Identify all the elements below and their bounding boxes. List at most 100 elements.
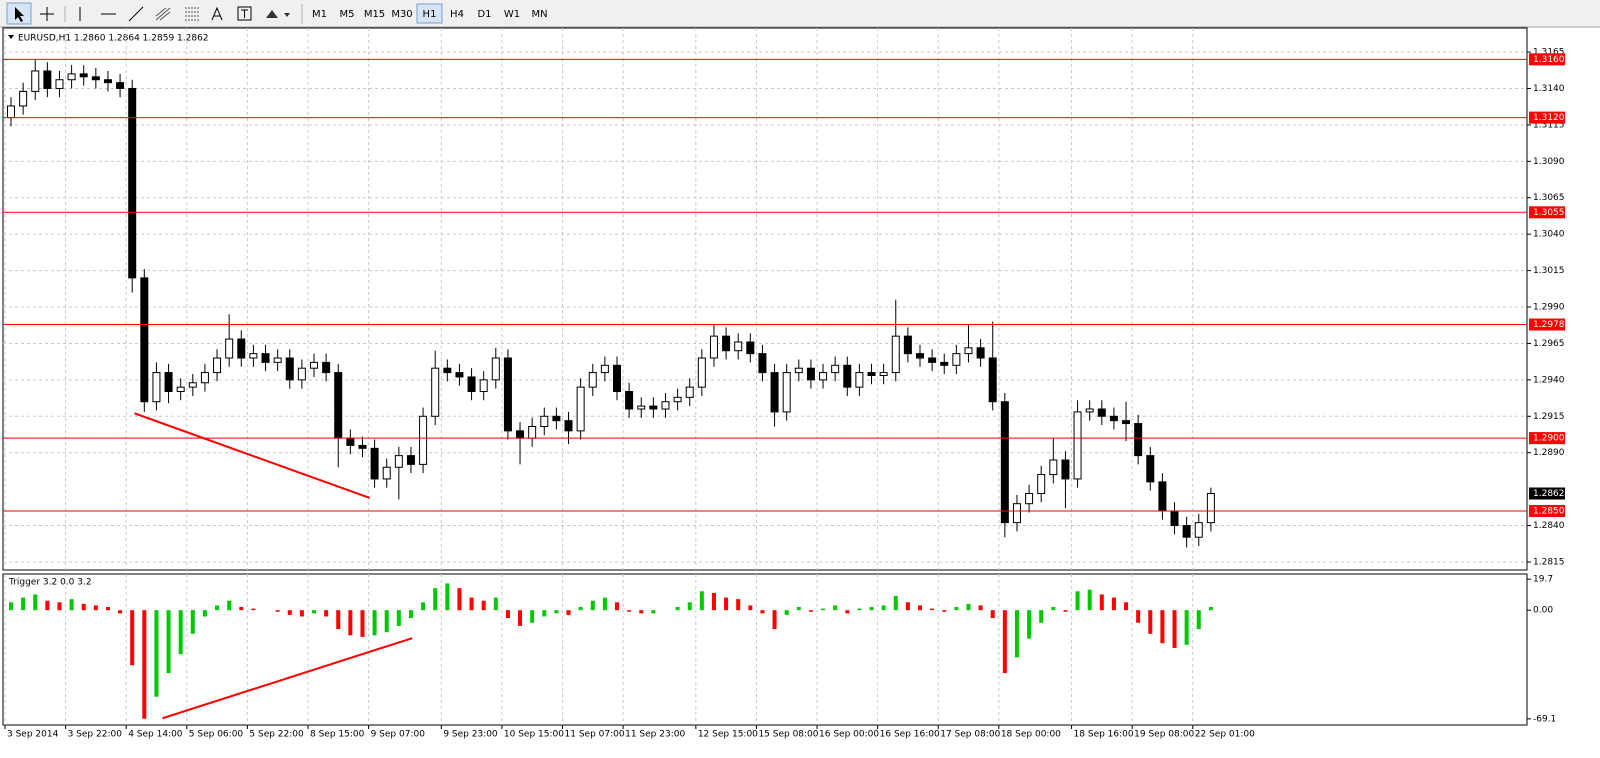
timeframe-button[interactable]: [416, 3, 443, 24]
histogram-bar: [978, 605, 983, 611]
candle-body: [285, 357, 294, 381]
histogram-bar: [372, 610, 377, 636]
y-tick-label: 1.2965: [1533, 339, 1565, 349]
current-price-label: 1.2862: [1533, 489, 1565, 499]
fibo-icon[interactable]: [185, 7, 199, 21]
candle-body: [879, 372, 888, 376]
histogram-bar: [1208, 607, 1213, 611]
histogram-bar: [590, 600, 595, 611]
histogram-bar: [881, 605, 886, 611]
histogram-bar: [421, 602, 426, 611]
x-tick-label: 3 Sep 22:00: [68, 730, 123, 740]
candle-body: [334, 372, 343, 439]
histogram-bar: [869, 607, 874, 611]
candle-body: [891, 335, 900, 374]
level-label-bg: [1529, 504, 1565, 517]
histogram-bar: [118, 610, 123, 614]
timeframe-label[interactable]: D1: [477, 9, 491, 20]
histogram-bar: [748, 605, 753, 611]
histogram-bar: [1099, 594, 1104, 611]
candle-body: [661, 401, 670, 410]
histogram-bar: [893, 596, 898, 611]
candle-body: [746, 341, 755, 355]
candle-body: [297, 367, 306, 381]
candle-body: [322, 361, 331, 374]
y-tick-label: 0.00: [1533, 606, 1553, 616]
histogram-bar: [760, 610, 765, 614]
timeframe-label[interactable]: M1: [312, 9, 327, 20]
candle-body: [649, 405, 658, 410]
trendline-icon[interactable]: [128, 6, 144, 22]
histogram-bar: [312, 610, 316, 614]
plot: 1.3165 1.3140 1.3115 1.3090 1.3065 1.3040 1.30…: [3, 28, 1565, 740]
candle-body: [843, 364, 852, 388]
histogram-bar: [1160, 610, 1165, 644]
histogram-bar: [9, 602, 13, 611]
candle-body: [19, 90, 28, 107]
histogram-bar: [1184, 610, 1189, 645]
histogram-bar: [287, 610, 292, 615]
crosshair-icon[interactable]: [40, 7, 54, 21]
label-icon-t: [241, 9, 248, 18]
timeframe-label[interactable]: M5: [340, 9, 355, 20]
timeframe-label[interactable]: H1: [423, 9, 437, 20]
timeframe-label[interactable]: M30: [391, 9, 412, 20]
candle-body: [479, 379, 488, 393]
histogram-bar: [1087, 589, 1092, 611]
x-tick-label: 17 Sep 08:00: [940, 730, 1000, 740]
x-tick-label: 19 Sep 08:00: [1134, 730, 1194, 740]
candle-body: [709, 335, 718, 359]
histogram-bar: [1027, 610, 1032, 639]
indicator-title: Trigger 3.2 0.0 3.2: [8, 578, 92, 588]
arrows-icon[interactable]: [266, 10, 290, 18]
label-icon[interactable]: [237, 6, 252, 21]
text-icon[interactable]: [211, 6, 223, 21]
candle-body: [1061, 459, 1070, 480]
timeframe-label[interactable]: W1: [504, 9, 520, 20]
histogram-bar: [178, 610, 183, 655]
candle-body: [1194, 522, 1203, 538]
candle-body: [261, 353, 270, 363]
histogram-bar: [784, 610, 789, 615]
candle-body: [1012, 503, 1021, 524]
candle-body: [528, 425, 537, 439]
timeframe-label[interactable]: H4: [450, 9, 464, 20]
timeframe-label[interactable]: M15: [364, 9, 385, 20]
candle-body: [1000, 401, 1009, 524]
y-tick-label: 1.3040: [1533, 230, 1565, 240]
candle-body: [382, 466, 391, 480]
indicator-pane: [2, 573, 1528, 726]
candle-body: [1097, 408, 1106, 417]
candle-body: [1158, 481, 1167, 512]
candle-body: [419, 415, 428, 465]
channel-icon[interactable]: [155, 7, 171, 21]
candle-body: [770, 372, 779, 413]
level-label-bg: [1529, 206, 1565, 219]
timeframe-label[interactable]: MN: [531, 9, 547, 20]
candle-body: [249, 353, 258, 359]
candle-body: [455, 372, 464, 378]
candle-body: [964, 347, 973, 355]
histogram-bar: [990, 610, 995, 619]
y-tick-label: 19.7: [1533, 575, 1553, 585]
candle-body: [358, 444, 367, 449]
x-tick-label: 16 Sep 00:00: [819, 730, 879, 740]
level-label: 1.2850: [1533, 506, 1565, 516]
histogram-bar: [105, 607, 110, 611]
x-tick-label: 3 Sep 2014: [7, 730, 59, 740]
candle-body: [213, 357, 222, 374]
histogram-bar: [1136, 610, 1141, 623]
histogram-bar: [1039, 610, 1044, 623]
y-tick-label: 1.3065: [1533, 193, 1565, 203]
level-label-bg: [1529, 318, 1565, 331]
candle-body: [140, 277, 149, 403]
candle-body: [540, 415, 549, 427]
candle-body: [722, 335, 731, 352]
x-tick-label: 15 Sep 08:00: [758, 730, 818, 740]
histogram-bar: [1075, 591, 1080, 611]
candle-body: [346, 437, 355, 446]
histogram-bar: [154, 610, 159, 697]
histogram-bar: [530, 610, 535, 623]
candle-body: [806, 367, 815, 381]
candle-body: [1182, 525, 1191, 538]
